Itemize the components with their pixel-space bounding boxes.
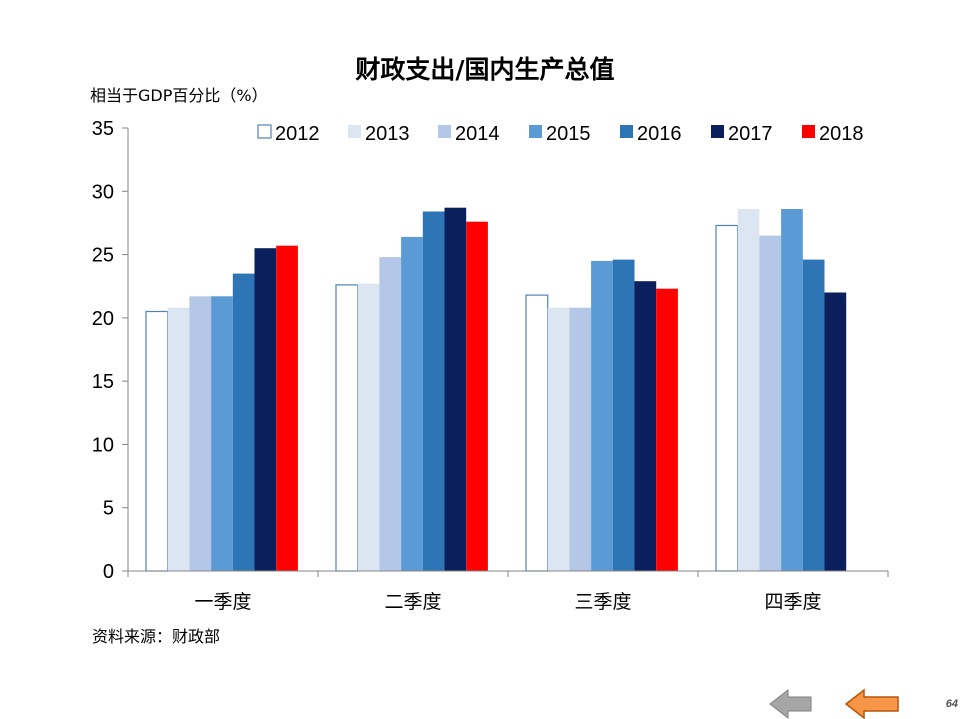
y-tick-label: 30 (92, 181, 114, 203)
bar-2017-1 (254, 248, 277, 571)
axes: 0 5 10 15 20 25 30 35 一季度 二季度 三季度 四季度 (92, 118, 889, 613)
x-category-label: 二季度 (384, 591, 441, 613)
bar-2016-4 (802, 259, 825, 571)
bar-2017-4 (824, 292, 847, 571)
legend-label-2015: 2015 (546, 123, 591, 145)
page-number: 64 (946, 698, 958, 710)
prev-slide-button[interactable] (769, 688, 812, 719)
legend-label-2013: 2013 (365, 123, 410, 145)
x-category-label: 四季度 (764, 591, 821, 613)
y-tick-label: 25 (92, 245, 114, 267)
legend: 2012 2013 2014 2015 2016 2017 2018 (257, 123, 864, 145)
bar-2012-3 (525, 294, 549, 572)
bar-2013-1 (167, 307, 190, 571)
y-tick-label: 10 (92, 434, 114, 456)
arrow-left-icon (769, 688, 812, 719)
y-axis-label: 相当于GDP百分比（%） (90, 86, 268, 105)
y-tick-label: 20 (92, 308, 114, 330)
legend-swatch-2012 (257, 124, 272, 139)
x-category-label: 三季度 (574, 591, 631, 613)
legend-swatch-2018 (802, 125, 815, 138)
legend-swatch-2014 (438, 125, 451, 138)
bar-2013-3 (547, 307, 570, 571)
bar-2012-4 (715, 224, 739, 572)
bar-2013-4 (737, 209, 760, 571)
bars (145, 207, 847, 572)
legend-label-2018: 2018 (819, 123, 864, 145)
legend-label-2014: 2014 (455, 123, 500, 145)
bar-2018-2 (466, 221, 488, 571)
bar-2017-3 (634, 281, 657, 571)
bar-2014-4 (759, 235, 782, 571)
legend-label-2017: 2017 (728, 123, 773, 145)
next-slide-button[interactable] (844, 688, 899, 719)
bar-2012-2 (335, 284, 359, 572)
legend-swatch-2017 (711, 125, 724, 138)
legend-swatch-2015 (529, 125, 542, 138)
legend-swatch-2016 (620, 125, 633, 138)
bar-2015-4 (781, 209, 803, 571)
bar-2015-2 (401, 236, 423, 571)
bar-2014-1 (189, 296, 212, 571)
bar-2012-1 (145, 310, 169, 572)
bar-2014-3 (569, 307, 592, 571)
bar-2015-1 (211, 296, 233, 571)
bar-2016-1 (232, 273, 255, 571)
y-tick-label: 0 (103, 561, 114, 583)
bar-2016-3 (612, 259, 635, 571)
bar-2014-2 (379, 257, 402, 571)
bar-2016-2 (422, 211, 445, 571)
chart-title: 财政支出/国内生产总值 (355, 55, 614, 84)
x-category-label: 一季度 (194, 591, 251, 613)
bar-2017-2 (444, 207, 467, 571)
bar-2013-2 (357, 283, 380, 571)
source-note: 资料来源：财政部 (92, 627, 220, 646)
y-tick-label: 5 (103, 498, 114, 520)
legend-swatch-2013 (348, 125, 361, 138)
legend-label-2012: 2012 (275, 123, 320, 145)
y-tick-label: 15 (92, 371, 114, 393)
bar-2015-3 (591, 260, 613, 571)
bar-2018-1 (276, 245, 298, 571)
y-tick-label: 35 (92, 118, 114, 140)
legend-label-2016: 2016 (637, 123, 682, 145)
bar-2018-3 (656, 288, 678, 571)
arrow-left-icon (844, 688, 899, 719)
